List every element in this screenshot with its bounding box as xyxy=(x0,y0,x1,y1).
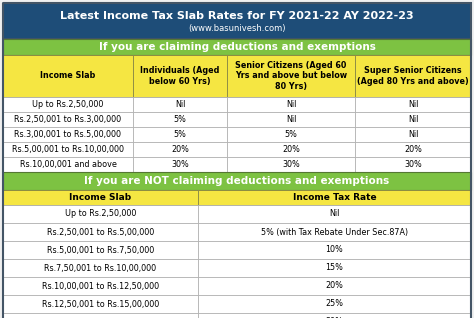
Bar xyxy=(133,112,227,127)
Bar xyxy=(198,295,471,313)
Bar xyxy=(355,55,471,97)
Text: Income Slab: Income Slab xyxy=(69,193,132,202)
Bar xyxy=(355,157,471,172)
Text: Rs.15,00,000 and above: Rs.15,00,000 and above xyxy=(52,317,149,318)
Bar xyxy=(3,55,133,97)
Bar xyxy=(227,157,355,172)
Text: 20%: 20% xyxy=(282,145,300,154)
Bar xyxy=(198,277,471,295)
Text: 20%: 20% xyxy=(326,281,344,291)
Bar xyxy=(227,142,355,157)
Text: Nil: Nil xyxy=(286,100,296,109)
Bar xyxy=(3,3,471,39)
Bar xyxy=(133,127,227,142)
Text: 5% (with Tax Rebate Under Sec.87A): 5% (with Tax Rebate Under Sec.87A) xyxy=(261,227,408,237)
Text: (www.basunivesh.com): (www.basunivesh.com) xyxy=(188,24,286,33)
Text: Individuals (Aged
below 60 Yrs): Individuals (Aged below 60 Yrs) xyxy=(140,66,219,86)
Bar xyxy=(133,97,227,112)
Bar xyxy=(133,157,227,172)
Text: 30%: 30% xyxy=(171,160,189,169)
Text: 5%: 5% xyxy=(173,115,186,124)
Bar xyxy=(198,190,471,205)
Text: 25%: 25% xyxy=(326,300,344,308)
Text: Super Senior Citizens
(Aged 80 Yrs and above): Super Senior Citizens (Aged 80 Yrs and a… xyxy=(357,66,469,86)
Bar xyxy=(227,55,355,97)
Text: Nil: Nil xyxy=(408,130,418,139)
Text: Nil: Nil xyxy=(329,210,340,218)
Text: Rs.7,50,001 to Rs.10,00,000: Rs.7,50,001 to Rs.10,00,000 xyxy=(45,264,156,273)
Text: 15%: 15% xyxy=(326,264,344,273)
Bar xyxy=(133,142,227,157)
Text: Rs.3,00,001 to Rs.5,00,000: Rs.3,00,001 to Rs.5,00,000 xyxy=(15,130,121,139)
Bar xyxy=(227,127,355,142)
Text: Rs.5,00,001 to Rs.7,50,000: Rs.5,00,001 to Rs.7,50,000 xyxy=(47,245,154,254)
Bar xyxy=(3,277,198,295)
Text: Latest Income Tax Slab Rates for FY 2021-22 AY 2022-23: Latest Income Tax Slab Rates for FY 2021… xyxy=(60,10,414,21)
Bar xyxy=(3,295,198,313)
Bar xyxy=(3,223,198,241)
Bar xyxy=(3,142,133,157)
Text: Nil: Nil xyxy=(286,115,296,124)
Text: 5%: 5% xyxy=(173,130,186,139)
Text: 30%: 30% xyxy=(326,317,343,318)
Bar xyxy=(227,97,355,112)
Bar xyxy=(3,157,133,172)
Bar xyxy=(198,205,471,223)
Bar xyxy=(355,142,471,157)
Bar xyxy=(3,313,198,318)
Text: Nil: Nil xyxy=(175,100,185,109)
Bar xyxy=(3,39,471,55)
Text: Rs.10,00,001 and above: Rs.10,00,001 and above xyxy=(19,160,117,169)
Text: 20%: 20% xyxy=(171,145,189,154)
Text: Rs.2,50,001 to Rs.3,00,000: Rs.2,50,001 to Rs.3,00,000 xyxy=(14,115,121,124)
Bar xyxy=(3,259,198,277)
Bar xyxy=(3,112,133,127)
Bar xyxy=(3,241,198,259)
Text: Rs.2,50,001 to Rs.5,00,000: Rs.2,50,001 to Rs.5,00,000 xyxy=(47,227,154,237)
Text: Income Tax Rate: Income Tax Rate xyxy=(292,193,376,202)
Text: Up to Rs.2,50,000: Up to Rs.2,50,000 xyxy=(65,210,136,218)
Text: Rs.12,50,001 to Rs.15,00,000: Rs.12,50,001 to Rs.15,00,000 xyxy=(42,300,159,308)
Bar xyxy=(133,55,227,97)
Bar xyxy=(198,241,471,259)
Bar xyxy=(3,127,133,142)
Bar xyxy=(3,172,471,190)
Bar xyxy=(3,97,133,112)
Text: Nil: Nil xyxy=(408,100,418,109)
Text: 10%: 10% xyxy=(326,245,343,254)
Text: If you are NOT claiming deductions and exemptions: If you are NOT claiming deductions and e… xyxy=(84,176,390,186)
Bar xyxy=(355,112,471,127)
Bar xyxy=(227,112,355,127)
Text: 30%: 30% xyxy=(404,160,422,169)
Text: Rs.5,00,001 to Rs.10,00,000: Rs.5,00,001 to Rs.10,00,000 xyxy=(12,145,124,154)
Text: Nil: Nil xyxy=(408,115,418,124)
Text: 20%: 20% xyxy=(404,145,422,154)
Text: Rs.10,00,001 to Rs.12,50,000: Rs.10,00,001 to Rs.12,50,000 xyxy=(42,281,159,291)
Text: 30%: 30% xyxy=(282,160,300,169)
Text: Up to Rs.2,50,000: Up to Rs.2,50,000 xyxy=(32,100,104,109)
Text: Senior Citizens (Aged 60
Yrs and above but below
80 Yrs): Senior Citizens (Aged 60 Yrs and above b… xyxy=(235,61,347,91)
Text: 5%: 5% xyxy=(284,130,298,139)
Bar xyxy=(355,127,471,142)
Bar xyxy=(3,190,198,205)
Bar xyxy=(198,313,471,318)
Bar xyxy=(198,259,471,277)
Bar xyxy=(355,97,471,112)
Bar xyxy=(3,205,198,223)
Text: If you are claiming deductions and exemptions: If you are claiming deductions and exemp… xyxy=(99,42,375,52)
Bar xyxy=(198,223,471,241)
Text: Income Slab: Income Slab xyxy=(40,72,96,80)
